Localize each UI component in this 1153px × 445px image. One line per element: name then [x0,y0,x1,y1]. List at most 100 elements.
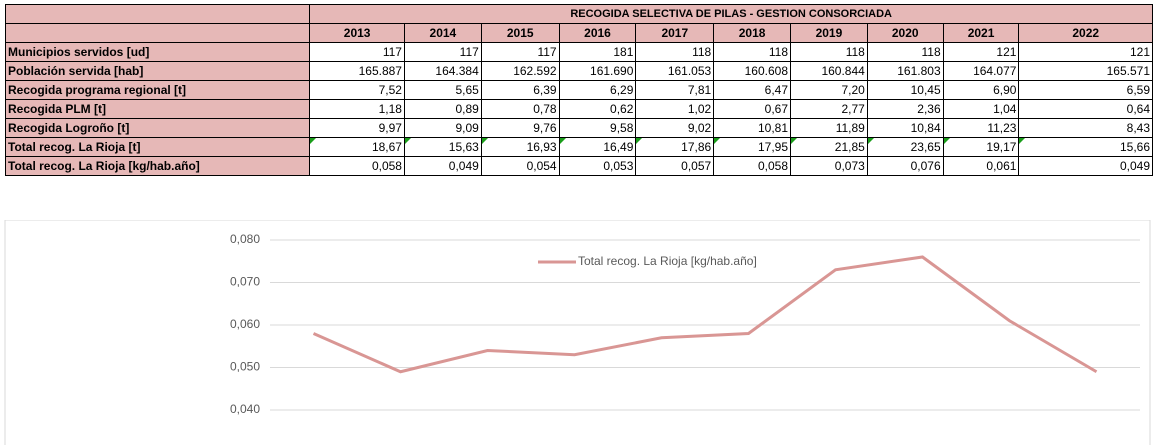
row-label: Total recog. La Rioja [kg/hab.año] [4,156,311,176]
value-cell: 0,054 [480,156,560,176]
row-label: Total recog. La Rioja [t] [4,137,311,157]
value-cell: 18,67 [309,137,405,157]
value-cell: 0,058 [309,156,405,176]
row-label: Población servida [hab] [4,61,311,81]
y-tick-label: 0,080 [230,232,260,246]
value-cell: 121 [1018,42,1153,62]
value-cell: 2,77 [790,99,868,119]
y-tick-label: 0,040 [230,402,260,416]
value-cell: 181 [558,42,637,62]
y-tick-label: 0,050 [230,360,260,374]
year-header: 2013 [309,23,405,43]
value-cell: 1,04 [942,99,1020,119]
year-header: 2022 [1018,23,1153,43]
value-cell: 0,049 [1018,156,1153,176]
value-cell: 21,85 [790,137,868,157]
value-cell: 6,29 [558,80,637,100]
value-cell: 7,52 [309,80,405,100]
y-tick-label: 0,060 [230,317,260,331]
row-label: Municipios servidos [ud] [4,42,311,62]
row-label: Recogida programa regional [t] [4,80,311,100]
value-cell: 11,23 [942,118,1020,138]
value-cell: 10,81 [713,118,792,138]
year-header: 2015 [480,23,560,43]
table-row: Recogida programa regional [t] 7,52 5,65 6,… [4,80,1153,100]
value-cell: 16,49 [558,137,637,157]
value-cell: 7,20 [790,80,868,100]
value-cell: 161.053 [635,61,715,81]
value-cell: 11,89 [790,118,868,138]
year-header: 2018 [713,23,792,43]
value-cell: 117 [403,42,482,62]
value-cell: 10,84 [866,118,944,138]
year-header: 2019 [790,23,868,43]
value-cell: 9,97 [309,118,405,138]
blank-cell [4,23,311,43]
table-row: RECOGIDA SELECTIVA DE PILAS - GESTION CO… [4,4,1153,24]
year-header: 2014 [403,23,482,43]
value-cell: 0,053 [558,156,637,176]
value-cell: 10,45 [866,80,944,100]
blank-cell [4,4,311,24]
value-cell: 164.384 [403,61,482,81]
value-cell: 117 [480,42,560,62]
value-cell: 164.077 [942,61,1020,81]
table-title: RECOGIDA SELECTIVA DE PILAS - GESTION CO… [309,4,1153,24]
value-cell: 118 [866,42,944,62]
value-cell: 118 [790,42,868,62]
value-cell: 15,66 [1018,137,1153,157]
value-cell: 9,09 [403,118,482,138]
year-header: 2016 [558,23,637,43]
table-row: Recogida Logroño [t] 9,97 9,09 9,76 9,58 9,02… [4,118,1153,138]
table-row: Recogida PLM [t] 1,18 0,89 0,78 0,62 1,02 0,67… [4,99,1153,119]
value-cell: 2,36 [866,99,944,119]
year-header: 2017 [635,23,715,43]
legend-label: Total recog. La Rioja [kg/hab.año] [578,254,757,268]
y-tick-label: 0,070 [230,275,260,289]
value-cell: 23,65 [866,137,944,157]
value-cell: 117 [309,42,405,62]
row-label: Recogida Logroño [t] [4,118,311,138]
value-cell: 0,073 [790,156,868,176]
value-cell: 6,90 [942,80,1020,100]
value-cell: 0,061 [942,156,1020,176]
value-cell: 118 [635,42,715,62]
value-cell: 16,93 [480,137,560,157]
value-cell: 6,59 [1018,80,1153,100]
line-series [312,255,1098,374]
table-row: Población servida [hab] 165.887 164.384 162… [4,61,1153,81]
data-table: RECOGIDA SELECTIVA DE PILAS - GESTION CO… [4,4,1153,176]
year-header: 2020 [866,23,944,43]
value-cell: 0,057 [635,156,715,176]
value-cell: 0,67 [713,99,792,119]
value-cell: 8,43 [1018,118,1153,138]
value-cell: 5,65 [403,80,482,100]
value-cell: 17,86 [635,137,715,157]
value-cell: 6,39 [480,80,560,100]
row-label: Recogida PLM [t] [4,99,311,119]
value-cell: 6,47 [713,80,792,100]
value-cell: 0,78 [480,99,560,119]
value-cell: 165.887 [309,61,405,81]
value-cell: 0,049 [403,156,482,176]
value-cell: 17,95 [713,137,792,157]
value-cell: 161.690 [558,61,637,81]
value-cell: 160.608 [713,61,792,81]
value-cell: 9,58 [558,118,637,138]
value-cell: 118 [713,42,792,62]
value-cell: 161.803 [866,61,944,81]
value-cell: 1,02 [635,99,715,119]
year-header: 2021 [942,23,1020,43]
chart-area [4,220,1151,445]
value-cell: 0,076 [866,156,944,176]
value-cell: 9,76 [480,118,560,138]
value-cell: 162.592 [480,61,560,81]
value-cell: 0,058 [713,156,792,176]
value-cell: 15,63 [403,137,482,157]
value-cell: 160.844 [790,61,868,81]
value-cell: 165.571 [1018,61,1153,81]
value-cell: 1,18 [309,99,405,119]
table-row: Total recog. La Rioja [kg/hab.año] 0,058 0… [4,156,1153,176]
value-cell: 9,02 [635,118,715,138]
